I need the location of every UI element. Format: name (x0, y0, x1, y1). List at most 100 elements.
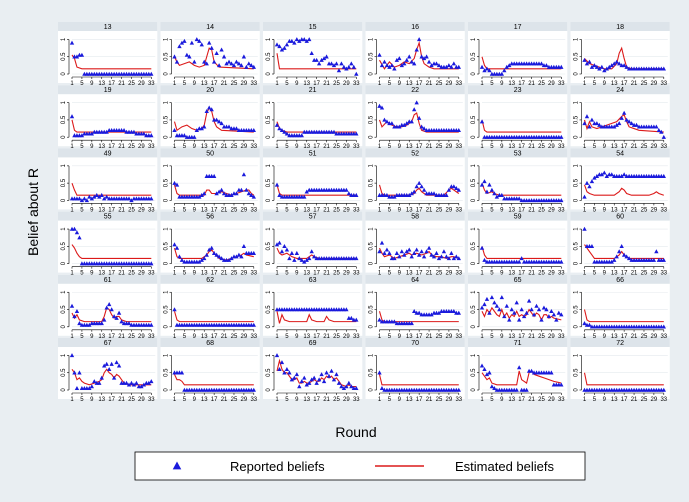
y-tick-label: 1 (574, 100, 580, 104)
reported-belief-point (129, 198, 134, 203)
x-tick-label: 17 (313, 271, 320, 277)
x-tick-label: 1 (70, 271, 74, 277)
reported-belief-point (172, 242, 177, 247)
reported-belief-point (519, 256, 524, 261)
x-tick-label: 9 (500, 334, 504, 340)
x-tick-label: 25 (128, 144, 135, 150)
x-tick-label: 33 (558, 397, 565, 403)
x-tick-label: 33 (455, 397, 462, 403)
reported-belief-point (307, 380, 312, 385)
y-tick-label: 0 (471, 72, 477, 76)
reported-belief-point (282, 370, 287, 375)
reported-belief-point (456, 256, 461, 261)
x-tick-label: 5 (490, 334, 494, 340)
reported-belief-point (294, 250, 300, 255)
reported-belief-point (582, 226, 587, 231)
y-tick-label: 0 (61, 72, 67, 76)
reported-belief-point (214, 252, 219, 257)
panel-title: 19 (104, 87, 112, 94)
reported-belief-point (377, 317, 382, 322)
x-tick-label: 33 (660, 397, 667, 403)
x-tick-label: 1 (480, 81, 484, 87)
panel-strip (365, 22, 465, 31)
panel-strip (160, 22, 260, 31)
x-tick-label: 13 (201, 207, 208, 213)
reported-belief-point (661, 134, 666, 139)
y-tick-label: 1 (369, 37, 375, 41)
y-tick-label: 1 (574, 164, 580, 168)
panel-title: 57 (309, 214, 317, 221)
reported-belief-point (397, 124, 402, 129)
x-tick-label: 9 (193, 271, 197, 277)
reported-belief-point (379, 63, 385, 68)
reported-belief-point (621, 63, 627, 68)
reported-belief-point (77, 235, 82, 240)
reported-belief-point (334, 61, 339, 66)
reported-belief-point (609, 63, 614, 68)
reported-belief-point (626, 256, 632, 261)
reported-belief-point (559, 134, 564, 139)
reported-belief-point (126, 382, 132, 387)
x-tick-label: 33 (148, 397, 155, 403)
reported-belief-point (487, 310, 492, 315)
x-tick-label: 17 (108, 271, 115, 277)
x-tick-label: 25 (231, 397, 238, 403)
reported-belief-point (479, 182, 485, 187)
reported-belief-point (177, 44, 182, 49)
x-tick-label: 21 (528, 271, 535, 277)
reported-belief-point (216, 119, 222, 124)
reported-belief-point (349, 61, 354, 66)
x-tick-label: 13 (98, 81, 105, 87)
x-tick-label: 5 (80, 207, 84, 213)
reported-belief-point (449, 64, 454, 69)
reported-belief-point (307, 37, 312, 42)
x-tick-label: 1 (275, 271, 279, 277)
y-tick-label: 1 (61, 353, 67, 357)
reported-belief-point (202, 59, 207, 64)
x-tick-label: 25 (231, 334, 238, 340)
reported-belief-point (316, 377, 322, 382)
x-tick-label: 1 (173, 271, 177, 277)
reported-belief-point (599, 172, 605, 177)
reported-belief-point (289, 250, 295, 255)
reported-belief-point (559, 382, 564, 387)
reported-belief-point (194, 37, 199, 42)
x-tick-label: 1 (378, 271, 382, 277)
x-tick-label: 1 (275, 207, 279, 213)
reported-belief-point (487, 68, 492, 73)
reported-belief-point (114, 315, 119, 320)
x-tick-label: 29 (651, 207, 658, 213)
panel-strip (263, 148, 363, 158)
x-tick-label: 29 (138, 144, 145, 150)
y-tick-label: 1 (266, 353, 272, 357)
reported-belief-point (309, 249, 314, 254)
x-tick-label: 5 (80, 334, 84, 340)
x-tick-label: 33 (353, 81, 360, 87)
reported-belief-point (324, 54, 329, 59)
x-tick-label: 13 (406, 144, 413, 150)
legend-label-estimated: Estimated beliefs (455, 459, 554, 474)
y-tick-label: 0 (164, 198, 170, 202)
reported-belief-point (582, 194, 587, 199)
y-tick-label: 1 (61, 227, 67, 231)
reported-belief-point (524, 387, 529, 392)
x-tick-label: 17 (416, 397, 423, 403)
x-tick-label: 5 (490, 207, 494, 213)
reported-belief-point (331, 63, 337, 68)
reported-belief-point (74, 385, 80, 390)
x-tick-label: 17 (108, 334, 115, 340)
reported-belief-point (209, 245, 214, 250)
reported-belief-point (192, 59, 197, 64)
reported-belief-point (426, 59, 432, 64)
reported-belief-point (354, 385, 359, 390)
x-tick-label: 9 (193, 81, 197, 87)
x-tick-label: 25 (231, 271, 238, 277)
panel-background (58, 22, 158, 83)
reported-belief-point (492, 385, 497, 390)
reported-belief-point (239, 187, 244, 192)
